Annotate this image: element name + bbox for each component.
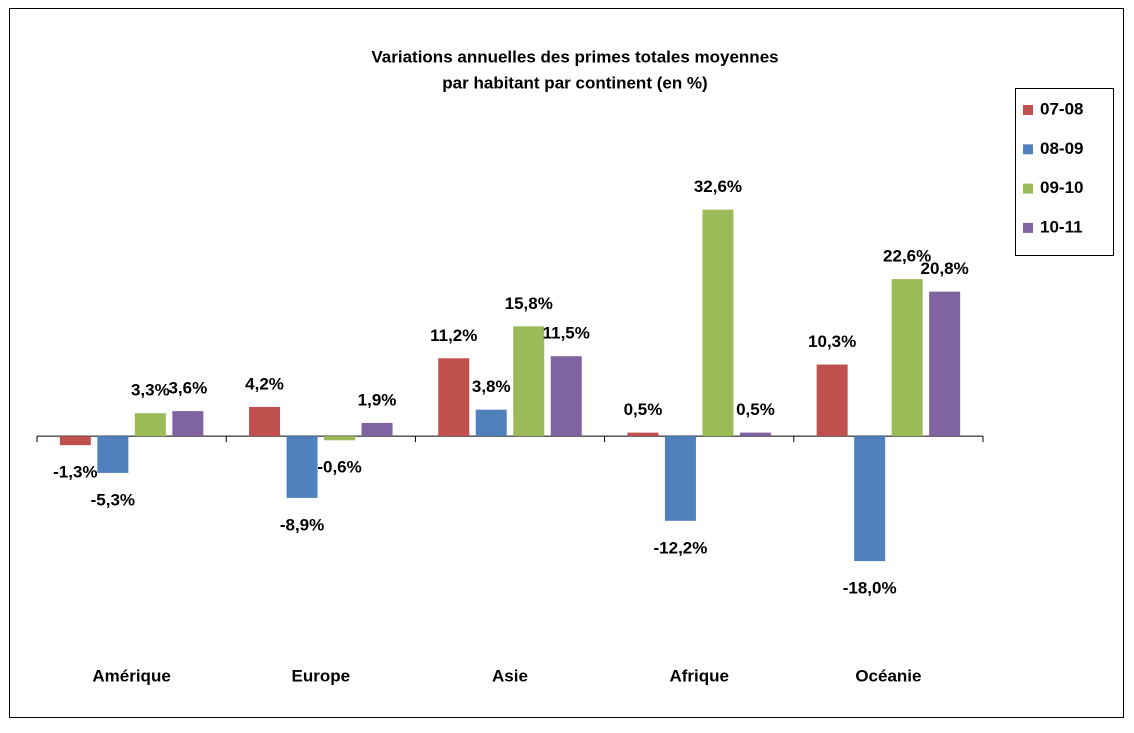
data-label: -5,3% (91, 490, 135, 509)
data-label: -1,3% (53, 463, 97, 482)
bar (664, 436, 696, 521)
bar (550, 356, 582, 437)
bar (361, 422, 393, 437)
data-label: 4,2% (245, 374, 284, 393)
data-label: -12,2% (654, 538, 708, 557)
legend-swatch (1023, 183, 1033, 194)
bar (816, 364, 848, 437)
data-label: -8,9% (280, 515, 324, 534)
bar (134, 413, 166, 437)
data-label: 15,8% (505, 294, 553, 313)
legend-label: 10-11 (1040, 217, 1083, 236)
bar (854, 436, 886, 562)
bar (627, 432, 659, 437)
data-label: 32,6% (694, 177, 742, 196)
legend-swatch (1023, 144, 1033, 155)
data-label: 10,3% (808, 332, 856, 351)
bar (324, 436, 356, 441)
data-label: -18,0% (843, 579, 897, 598)
legend-label: 07-08 (1040, 99, 1083, 118)
bar (702, 209, 734, 437)
data-label: 11,5% (543, 324, 590, 343)
data-label: -0,6% (317, 458, 361, 477)
data-label: 22,6% (883, 247, 931, 266)
bar (438, 358, 470, 437)
x-tick-label: Afrique (669, 666, 729, 685)
data-label: 0,5% (736, 400, 775, 419)
data-label: 0,5% (624, 400, 663, 419)
data-label: 20,8% (921, 259, 969, 278)
chart-title: Variations annuelles des primes totales … (371, 47, 778, 66)
x-tick-label: Europe (292, 666, 351, 685)
bar (739, 432, 771, 437)
chart-title: par habitant par continent (en %) (442, 73, 707, 92)
x-tick-label: Océanie (855, 666, 921, 685)
bar (475, 409, 507, 437)
legend-label: 08-09 (1040, 139, 1083, 158)
bar (59, 436, 91, 446)
legend-swatch (1023, 105, 1033, 115)
bar (513, 326, 545, 437)
data-label: 11,2% (430, 326, 477, 345)
data-label: 3,6% (168, 379, 207, 398)
legend-label: 09-10 (1040, 178, 1083, 197)
data-label: 1,9% (358, 390, 397, 409)
bar (891, 279, 923, 437)
bar (249, 406, 281, 437)
bar (286, 436, 318, 498)
data-label: 3,3% (131, 381, 170, 400)
x-tick-label: Asie (492, 666, 528, 685)
bar (929, 291, 961, 437)
data-label: 3,8% (472, 377, 511, 396)
x-tick-label: Amérique (92, 666, 170, 685)
bar (97, 436, 129, 473)
bar (172, 411, 204, 437)
legend-swatch (1023, 222, 1033, 233)
